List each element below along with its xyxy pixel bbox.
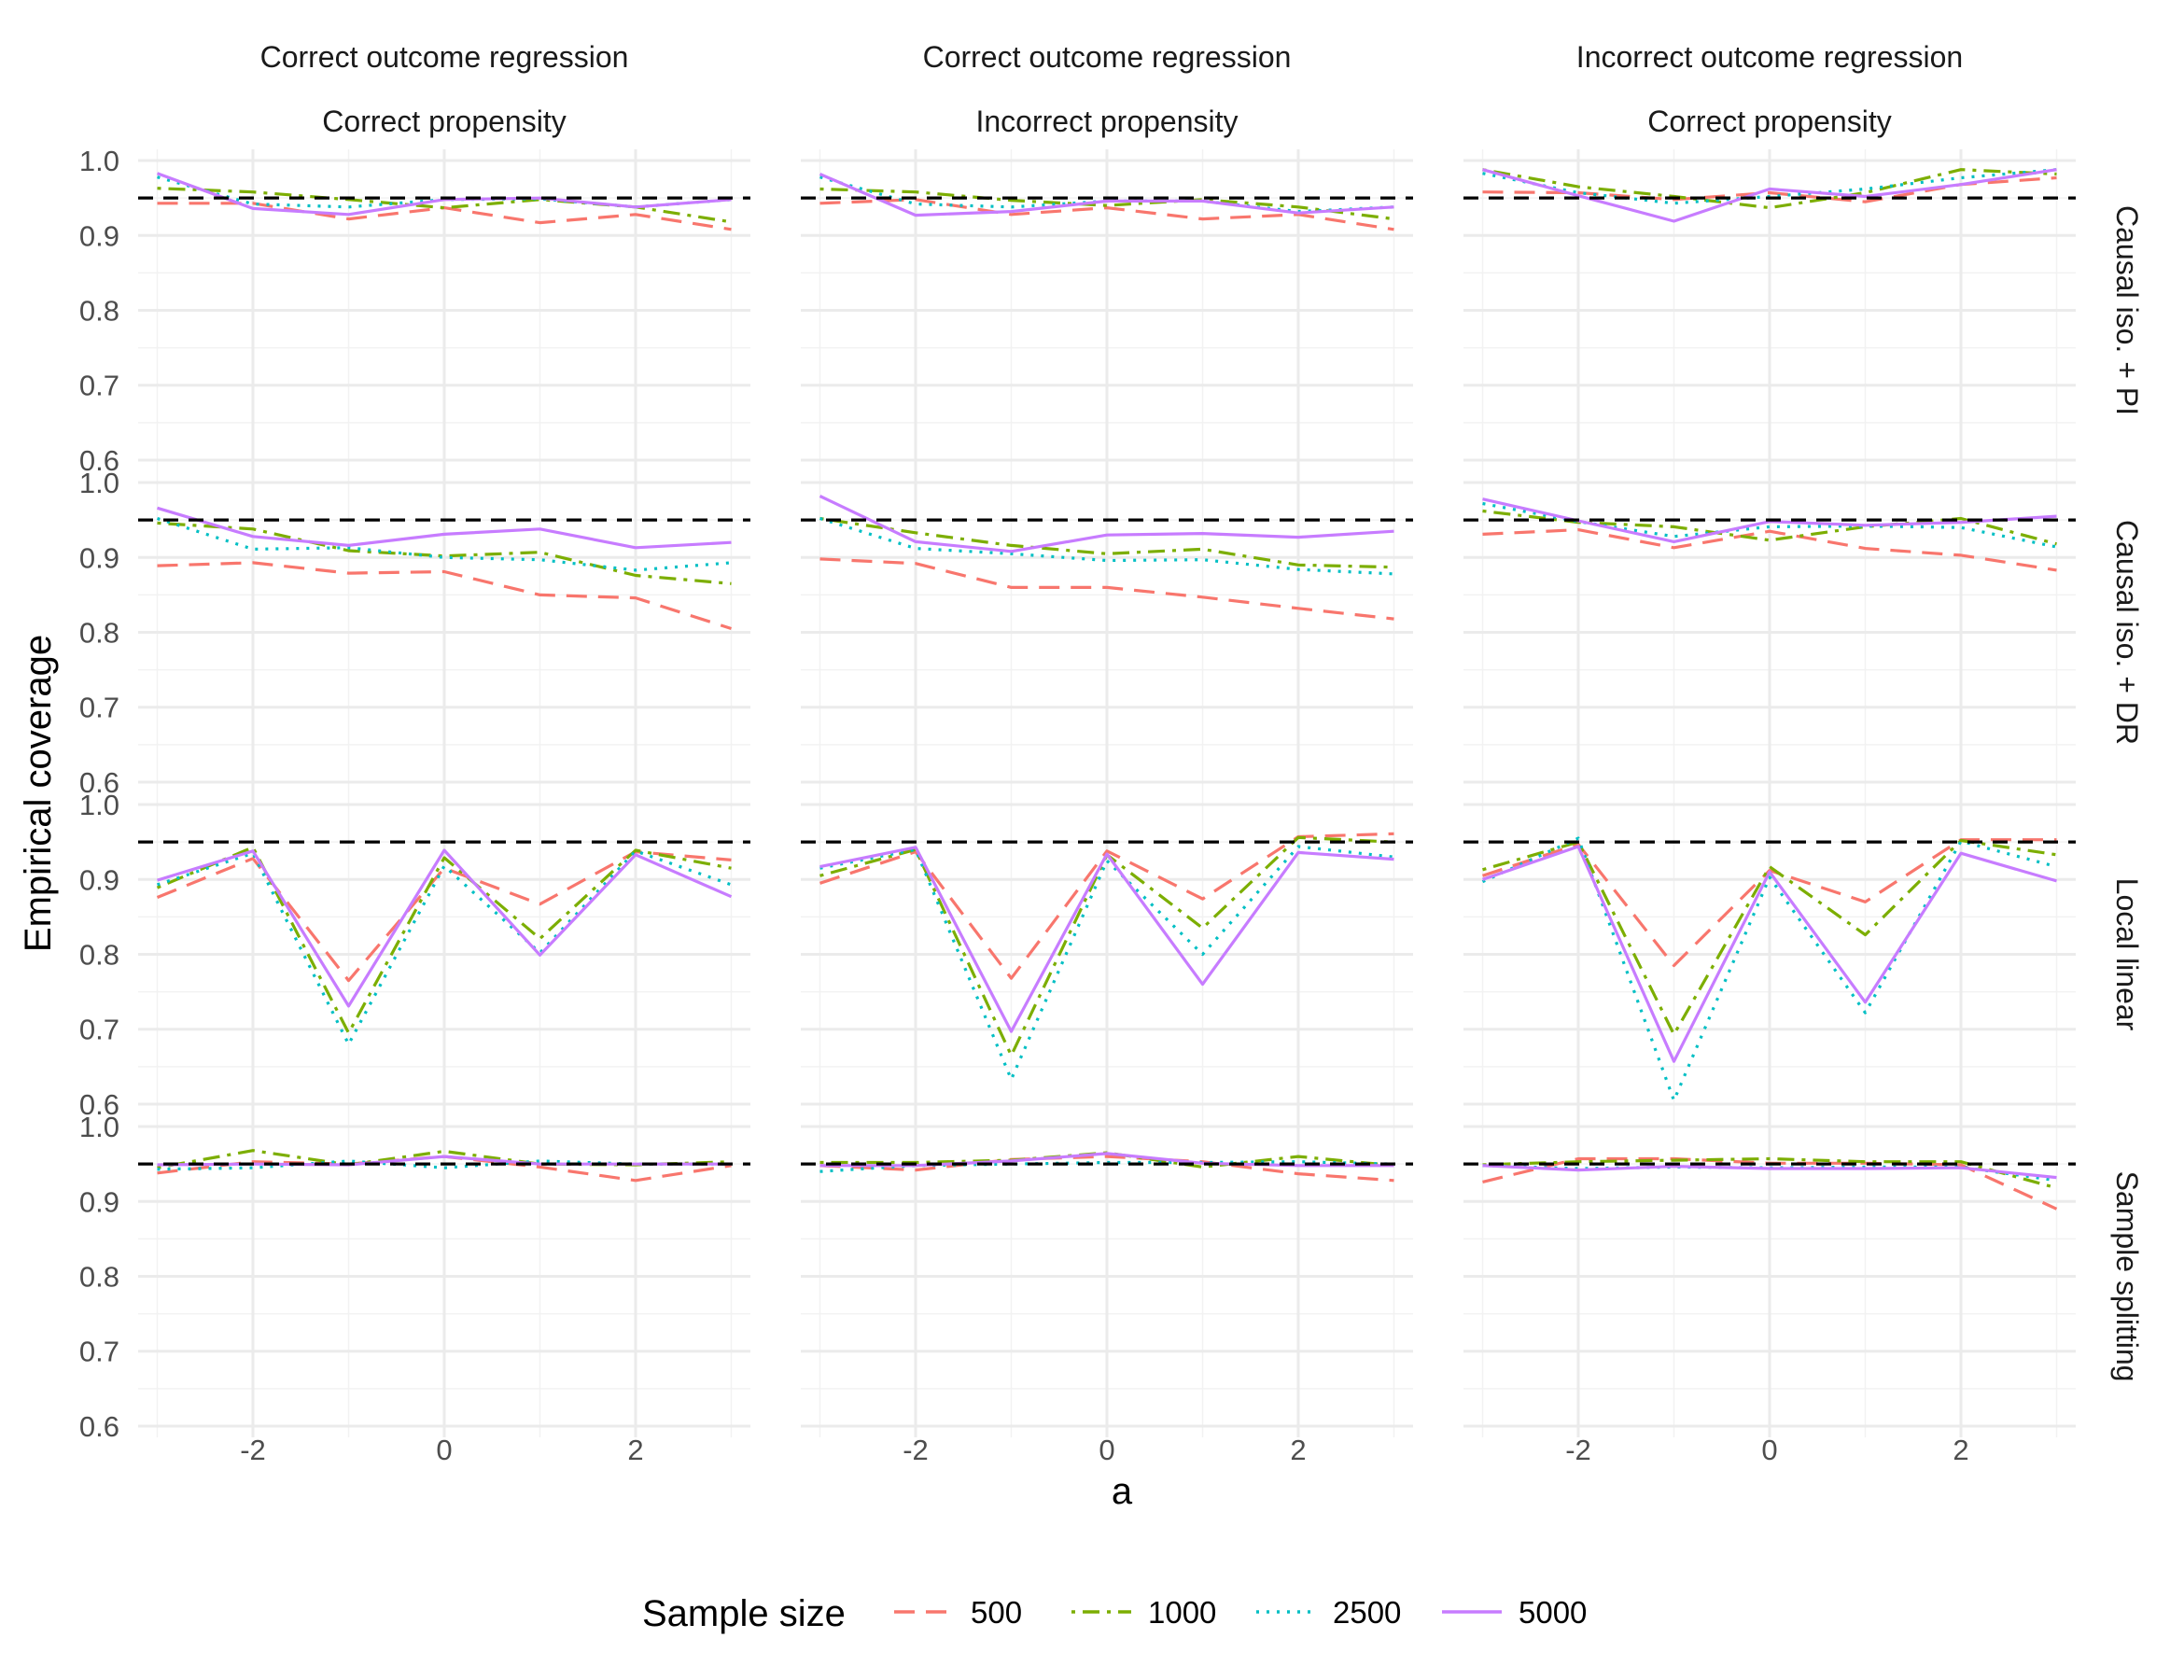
series-line-5000 bbox=[819, 1152, 1394, 1168]
series-line-2500 bbox=[819, 845, 1394, 1082]
column-strip-line1-3: Incorrect outcome regression bbox=[1576, 40, 1963, 74]
column-strip-line2-2: Incorrect propensity bbox=[975, 105, 1238, 138]
x-tick-label: 2 bbox=[1290, 1434, 1306, 1466]
series-line-1000 bbox=[157, 521, 732, 585]
series-line-1000 bbox=[819, 187, 1394, 221]
y-tick-label: 1.0 bbox=[79, 1111, 119, 1143]
row-strip-2: Causal iso. + DR bbox=[2110, 520, 2144, 745]
series-line-5000 bbox=[157, 506, 732, 550]
axes-layer: 0.60.70.80.91.00.60.70.80.91.00.60.70.80… bbox=[79, 145, 1969, 1466]
series-line-2500 bbox=[819, 516, 1394, 576]
series-line-5000 bbox=[819, 495, 1394, 553]
y-tick-label: 0.6 bbox=[79, 1410, 119, 1443]
x-tick-label: 0 bbox=[436, 1434, 452, 1466]
series-line-5000 bbox=[819, 173, 1394, 217]
series-line-500 bbox=[819, 557, 1394, 621]
panel-r1-c2 bbox=[801, 149, 1413, 471]
y-tick-label: 0.7 bbox=[79, 1014, 119, 1046]
series-line-5000 bbox=[1482, 168, 2057, 223]
column-strip-line2-3: Correct propensity bbox=[1647, 105, 1891, 138]
row-strip-1: Causal iso. + PI bbox=[2110, 205, 2144, 415]
panel-r3-c1 bbox=[138, 793, 750, 1115]
y-tick-label: 1.0 bbox=[79, 789, 119, 821]
y-tick-label: 1.0 bbox=[79, 467, 119, 499]
panel-r2-c1 bbox=[138, 471, 750, 793]
x-tick-label: 2 bbox=[1953, 1434, 1968, 1466]
y-tick-label: 0.9 bbox=[79, 1185, 119, 1218]
x-tick-label: 2 bbox=[627, 1434, 643, 1466]
y-tick-label: 0.9 bbox=[79, 219, 119, 252]
y-tick-label: 0.8 bbox=[79, 939, 119, 972]
y-tick-label: 0.7 bbox=[79, 370, 119, 402]
legend-label-5000: 5000 bbox=[1519, 1595, 1587, 1630]
legend-title: Sample size bbox=[642, 1593, 846, 1634]
series-line-5000 bbox=[157, 848, 733, 1008]
strips-layer: Correct outcome regression Correct propen… bbox=[260, 40, 2144, 1381]
y-tick-label: 1.0 bbox=[79, 145, 119, 177]
legend-label-500: 500 bbox=[971, 1595, 1022, 1630]
series-line-1000 bbox=[1482, 1156, 2057, 1190]
panel-r2-c3 bbox=[1463, 471, 2076, 793]
x-tick-label: -2 bbox=[1565, 1434, 1591, 1466]
y-tick-label: 0.6 bbox=[79, 766, 119, 799]
panel-r1-c3 bbox=[1463, 149, 2076, 471]
series-line-5000 bbox=[819, 846, 1394, 1033]
x-tick-label: -2 bbox=[903, 1434, 929, 1466]
x-tick-label: 0 bbox=[1099, 1434, 1114, 1466]
y-tick-label: 0.6 bbox=[79, 1088, 119, 1121]
y-tick-label: 0.8 bbox=[79, 617, 119, 650]
panels-layer bbox=[138, 149, 2076, 1437]
panel-r4-c2 bbox=[801, 1115, 1413, 1437]
panel-r2-c2 bbox=[801, 471, 1413, 793]
panel-r4-c3 bbox=[1463, 1115, 2076, 1437]
y-tick-label: 0.7 bbox=[79, 1336, 119, 1368]
panel-r4-c1 bbox=[138, 1115, 750, 1437]
legend: Sample size 500 1000 2500 5000 bbox=[642, 1593, 1587, 1634]
y-tick-label: 0.6 bbox=[79, 444, 119, 477]
series-line-1000 bbox=[1482, 168, 2057, 210]
legend-label-1000: 1000 bbox=[1148, 1595, 1216, 1630]
series-line-500 bbox=[1482, 527, 2057, 572]
column-strip-line2-1: Correct propensity bbox=[322, 105, 566, 138]
series-line-500 bbox=[819, 1155, 1394, 1183]
legend-label-2500: 2500 bbox=[1333, 1595, 1401, 1630]
series-line-500 bbox=[819, 198, 1394, 231]
series-line-2500 bbox=[157, 516, 732, 572]
x-axis-title: a bbox=[1112, 1471, 1133, 1512]
row-strip-3: Local linear bbox=[2110, 878, 2144, 1031]
column-strip-line1-1: Correct outcome regression bbox=[260, 40, 629, 74]
series-line-1000 bbox=[156, 846, 732, 1035]
series-line-5000 bbox=[1482, 1164, 2057, 1180]
panel-r3-c2 bbox=[801, 793, 1413, 1115]
row-strip-4: Sample splitting bbox=[2110, 1171, 2144, 1382]
y-tick-label: 0.7 bbox=[79, 692, 119, 724]
column-strip-line1-2: Correct outcome regression bbox=[923, 40, 1292, 74]
series-line-2500 bbox=[157, 1159, 732, 1171]
series-line-500 bbox=[157, 202, 732, 231]
x-tick-label: -2 bbox=[240, 1434, 266, 1466]
y-tick-label: 0.8 bbox=[79, 1261, 119, 1294]
series-line-2500 bbox=[1481, 836, 2057, 1102]
series-line-5000 bbox=[156, 172, 732, 217]
panel-r1-c1 bbox=[138, 149, 750, 471]
y-tick-label: 0.9 bbox=[79, 541, 119, 574]
series-line-5000 bbox=[1481, 845, 2057, 1063]
series-line-1000 bbox=[819, 516, 1394, 569]
y-tick-label: 0.9 bbox=[79, 863, 119, 896]
panel-r3-c3 bbox=[1463, 793, 2076, 1115]
y-tick-label: 0.8 bbox=[79, 295, 119, 328]
x-tick-label: 0 bbox=[1761, 1434, 1777, 1466]
series-line-1000 bbox=[1482, 838, 2057, 1036]
series-line-500 bbox=[157, 561, 732, 631]
series-line-2500 bbox=[1482, 168, 2057, 205]
y-axis-title: Empirical coverage bbox=[18, 635, 59, 952]
